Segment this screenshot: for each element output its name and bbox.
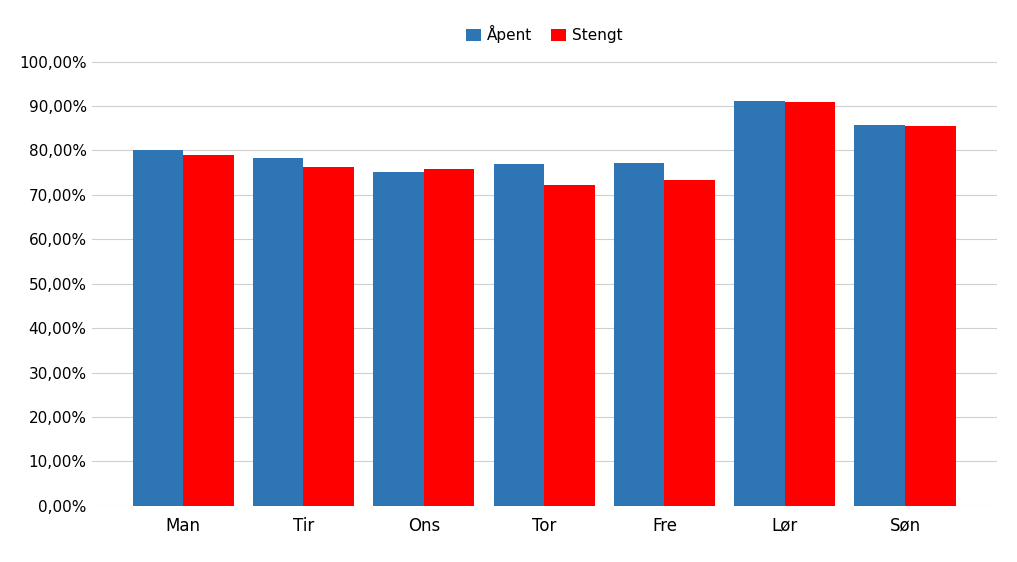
Bar: [664, 180, 715, 506]
Bar: [183, 155, 234, 506]
Bar: [785, 102, 835, 506]
Bar: [253, 158, 303, 506]
Bar: [132, 151, 183, 506]
Bar: [303, 167, 354, 506]
Bar: [424, 169, 474, 506]
Bar: [493, 164, 544, 506]
Bar: [905, 125, 956, 506]
Bar: [854, 125, 905, 506]
Bar: [734, 101, 785, 506]
Bar: [373, 172, 424, 506]
Legend: Åpent, Stengt: Åpent, Stengt: [460, 19, 629, 49]
Bar: [544, 185, 595, 506]
Bar: [614, 163, 664, 506]
